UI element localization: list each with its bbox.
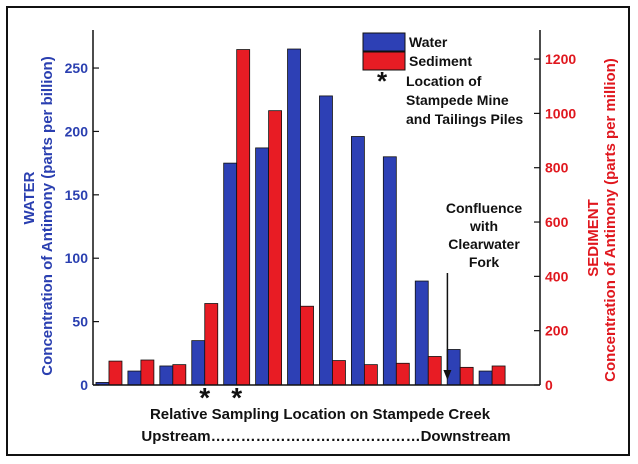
water-bar-9 — [350, 136, 365, 386]
water-bar-5 — [223, 162, 238, 386]
sediment-bar-7 — [300, 305, 314, 386]
mine-location-star-icon: * — [199, 382, 210, 413]
left-axis-subtitle: Concentration of Antimony (parts per bil… — [39, 56, 56, 375]
sediment-bar-2 — [140, 359, 155, 386]
water-bar-8 — [319, 95, 333, 386]
x-axis-label: Relative Sampling Location on Stampede C… — [150, 406, 491, 423]
water-bar-3 — [159, 365, 174, 386]
left-tick-label: 0 — [80, 377, 88, 393]
water-bar-13 — [478, 370, 493, 386]
annotation-line-2: with — [469, 218, 498, 234]
sediment-bar-10 — [395, 362, 410, 386]
right-tick-label: 800 — [545, 160, 569, 176]
water-bar-10 — [382, 156, 397, 386]
water-bar-4 — [191, 340, 206, 386]
left-tick-label: 100 — [65, 250, 89, 266]
mine-location-star-icon: * — [231, 382, 242, 413]
sediment-bar-5 — [236, 49, 251, 386]
sediment-bar-13 — [491, 365, 506, 386]
left-tick-label: 200 — [65, 123, 89, 139]
antimony-chart: 0 50 100 150 200 250 0 200 400 600 800 1000 1200 WAT… — [21, 30, 619, 445]
legend-sediment-label: Sediment — [409, 53, 472, 69]
annotation-line-1: Confluence — [446, 200, 522, 216]
left-tick-label: 150 — [65, 187, 89, 203]
legend-star-icon: * — [377, 66, 388, 96]
water-bar-2 — [127, 370, 142, 386]
right-axis-title: SEDIMENT — [585, 199, 602, 277]
mine-markers: * * — [199, 382, 242, 413]
left-tick-label: 250 — [65, 60, 89, 76]
sediment-bar-8 — [332, 360, 346, 386]
right-tick-label: 1000 — [545, 105, 576, 121]
annotation-line-4: Fork — [469, 254, 500, 270]
sediment-bar-11 — [427, 356, 442, 386]
annotation-arrowhead — [443, 370, 452, 380]
legend-water-label: Water — [409, 34, 448, 50]
water-bar-12 — [446, 349, 461, 386]
sediment-bar-3 — [172, 364, 187, 386]
left-axis-title: WATER — [21, 171, 38, 224]
sediment-bar-6 — [268, 110, 283, 386]
right-axis-subtitle: Concentration of Antimony (parts per mil… — [602, 58, 619, 382]
legend-star-label-3: and Tailings Piles — [406, 111, 523, 127]
legend-sediment-swatch — [362, 51, 406, 71]
legend-star-label-1: Location of — [406, 73, 482, 89]
water-bar-6 — [255, 147, 270, 386]
legend-star-label-2: Stampede Mine — [406, 92, 509, 108]
legend: Water Sediment * Location of Stampede Mi… — [362, 32, 523, 127]
legend-water-swatch — [362, 32, 406, 52]
ticks-group: 0 50 100 150 200 250 0 200 400 600 800 1000 1200 — [65, 51, 577, 393]
x-axis-direction: Upstream……………………………………Downstream — [141, 428, 510, 445]
water-bar-11 — [414, 280, 429, 386]
sediment-bar-12 — [459, 366, 474, 386]
chart-frame: 0 50 100 150 200 250 0 200 400 600 800 1000 1200 WAT… — [6, 6, 630, 456]
sediment-bar-1 — [108, 360, 123, 386]
right-tick-label: 0 — [545, 377, 553, 393]
confluence-annotation: Confluence with Clearwater Fork — [443, 200, 522, 380]
sediment-bar-9 — [363, 364, 378, 386]
right-tick-label: 1200 — [545, 51, 576, 67]
water-bar-7 — [287, 48, 301, 386]
right-tick-label: 400 — [545, 268, 569, 284]
right-tick-label: 200 — [545, 323, 569, 339]
axes-group — [92, 30, 541, 386]
bars-group — [95, 48, 506, 386]
right-tick-label: 600 — [545, 214, 569, 230]
sediment-bar-4 — [204, 303, 219, 386]
annotation-line-3: Clearwater — [448, 236, 520, 252]
left-tick-label: 50 — [72, 314, 88, 330]
